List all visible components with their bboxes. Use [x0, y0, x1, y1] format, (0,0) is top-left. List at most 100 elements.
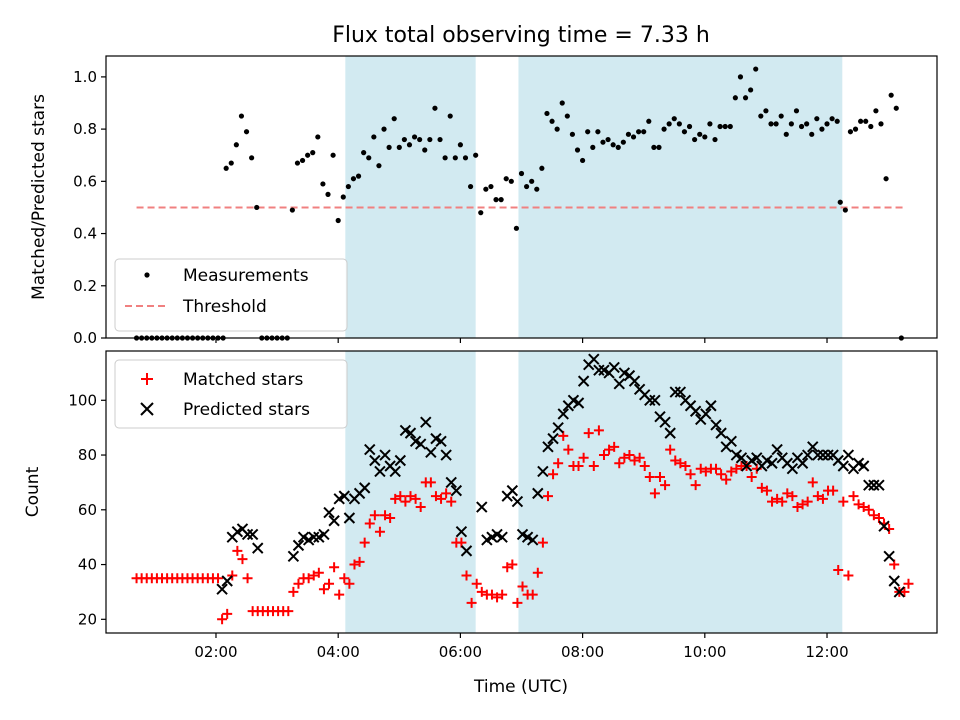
matched-star-point: [385, 513, 396, 524]
predicted-star-point: [511, 495, 524, 508]
measurement-point: [305, 152, 311, 158]
measurement-point: [590, 144, 596, 150]
measurement-point: [559, 100, 565, 106]
predicted-star-point: [557, 408, 569, 420]
top-x-ticks: [215, 338, 828, 343]
measurement-point: [888, 92, 894, 98]
predicted-star-point: [221, 575, 233, 587]
measurement-point: [417, 136, 423, 143]
measurement-point: [661, 126, 667, 132]
predicted-star-point: [476, 501, 488, 513]
predicted-star-point: [343, 512, 356, 524]
predicted-star-point: [812, 449, 824, 461]
measurement-point: [249, 155, 255, 161]
matched-star-point: [588, 460, 599, 471]
measurement-point: [294, 160, 301, 166]
matched-star-point: [685, 469, 696, 480]
measurement-point: [748, 87, 754, 93]
measurement-point: [518, 170, 525, 177]
measurement-point: [564, 113, 570, 119]
measurement-point: [804, 121, 810, 127]
measurement-point: [427, 136, 433, 143]
matched-star-point: [532, 567, 543, 578]
measurement-point: [837, 199, 843, 205]
predicted-star-point: [389, 465, 401, 478]
matched-star-point: [578, 452, 589, 463]
measurement-point: [299, 157, 306, 164]
matched-star-point: [609, 441, 620, 452]
predicted-star-point: [252, 542, 264, 554]
matched-star-point: [675, 458, 686, 469]
bottom-axes-frame: [105, 350, 938, 634]
predicted-star-point: [888, 575, 900, 587]
measurement-point: [610, 142, 616, 148]
measurement-point: [554, 126, 560, 132]
matched-star-point: [644, 471, 655, 482]
matched-star-point: [583, 428, 594, 439]
predicted-star-point: [786, 463, 799, 475]
measurement-point: [893, 105, 899, 111]
matched-star-point: [614, 458, 625, 469]
matched-star-point: [690, 480, 701, 491]
measurement-point: [447, 113, 453, 119]
predicted-star-point: [807, 441, 819, 453]
predicted-star-point: [664, 427, 676, 439]
matched-star-point: [598, 450, 609, 461]
measurement-point: [320, 181, 326, 187]
matched-star-point: [213, 573, 224, 584]
measurement-point: [873, 108, 879, 114]
matched-star-point: [537, 537, 548, 548]
predicted-star-point: [644, 394, 656, 406]
predicted-star-point: [425, 446, 437, 459]
matched-star-point: [313, 567, 324, 578]
measurement-point: [722, 123, 728, 130]
x-tick-label: 08:00: [561, 643, 604, 661]
predicted-star-point: [404, 427, 417, 439]
measurement-point: [717, 123, 723, 130]
predicted-star-point: [593, 364, 605, 376]
bottom-y-tick-label: 40: [78, 556, 97, 574]
measurement-point: [411, 134, 418, 140]
measurement-point: [437, 136, 443, 143]
matched-star-point: [563, 444, 574, 455]
matched-star-point: [364, 518, 375, 529]
predicted-star-point: [649, 394, 661, 406]
measurement-point: [630, 134, 637, 140]
predicted-star-point: [725, 435, 737, 448]
matched-star-point: [359, 537, 370, 548]
legend-measurements-label: Measurements: [183, 266, 309, 286]
predicted-star-point: [863, 479, 875, 491]
matched-star-point: [716, 469, 727, 480]
predicted-star-point: [674, 386, 687, 398]
matched-star-point: [512, 597, 523, 608]
measurement-point: [529, 178, 535, 184]
matched-star-point: [242, 573, 253, 584]
measurement-point: [513, 225, 520, 231]
measurement-point: [544, 110, 550, 117]
matched-star-point: [746, 471, 757, 482]
measurement-point: [878, 121, 884, 127]
predicted-star-point: [883, 550, 895, 563]
predicted-star-point: [374, 465, 386, 478]
measurement-point: [793, 108, 800, 114]
matched-star-point: [217, 614, 228, 625]
matched-star-point: [772, 493, 783, 504]
measurement-point: [783, 131, 789, 137]
predicted-star-point: [328, 515, 340, 527]
measurement-point: [697, 131, 703, 137]
measurement-point: [692, 136, 698, 143]
measurement-point: [310, 150, 316, 156]
matched-star-point: [232, 545, 243, 556]
matched-star-point: [349, 559, 360, 570]
predicted-star-point: [537, 465, 549, 478]
matched-star-point: [476, 586, 487, 597]
predicted-star-point: [700, 408, 712, 420]
matched-star-point: [593, 425, 604, 436]
predicted-star-point: [878, 520, 890, 532]
measurement-point: [315, 134, 321, 140]
matched-star-point: [848, 491, 859, 502]
measurement-point: [386, 144, 392, 150]
top-y-axis-label: Matched/Predicted stars: [29, 94, 49, 300]
measurement-point: [238, 113, 245, 119]
legend-matched-marker: [141, 373, 153, 385]
